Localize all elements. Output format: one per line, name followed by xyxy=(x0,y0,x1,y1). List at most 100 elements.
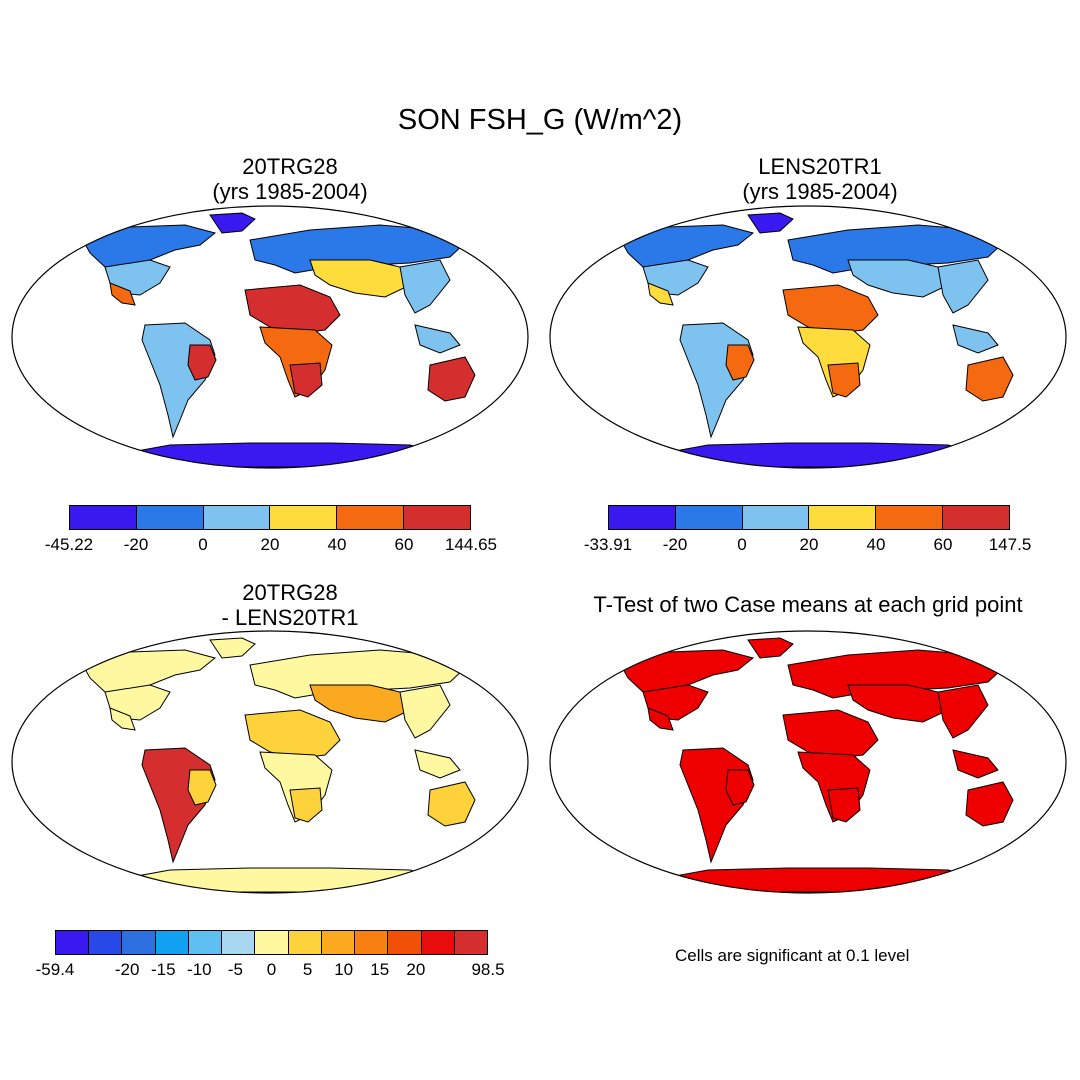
colorbar-label: 15 xyxy=(370,960,390,979)
colorbar-label: -5 xyxy=(227,960,243,979)
map-boundary xyxy=(549,630,1067,894)
colorbar-swatch xyxy=(321,931,356,954)
landmass-region xyxy=(244,709,341,759)
colorbar-swatch xyxy=(188,931,223,954)
colorbar-swatch xyxy=(742,506,810,529)
landmass-region xyxy=(679,747,754,864)
colorbar-label: 98.5 xyxy=(471,960,505,979)
landmass-region xyxy=(79,224,217,278)
colorbar-label: -33.91 xyxy=(583,535,633,554)
colorbar-label: 60 xyxy=(394,535,414,554)
panel-3-colorbar xyxy=(55,930,488,955)
landmass-region xyxy=(249,224,466,274)
colorbar-swatch xyxy=(809,506,877,529)
panel-2-colorbar xyxy=(608,505,1010,530)
landmass-region xyxy=(937,259,989,314)
landmass-region xyxy=(747,212,794,234)
landmass-region xyxy=(79,649,217,703)
landmass-region xyxy=(399,684,451,739)
colorbar-label: 0 xyxy=(266,960,277,979)
landmass-region xyxy=(309,259,411,298)
landmass-region xyxy=(427,356,476,402)
panel-2-map xyxy=(549,205,1067,469)
colorbar-swatch xyxy=(675,506,743,529)
landmass-region xyxy=(651,867,980,893)
colorbar-swatch xyxy=(56,931,90,954)
panel-4-title: T-Test of two Case means at each grid po… xyxy=(593,592,1023,617)
map-boundary xyxy=(549,205,1067,469)
colorbar-swatch xyxy=(943,506,1009,529)
landmass-region xyxy=(399,259,451,314)
landmass-region xyxy=(787,649,1004,699)
colorbar-label: 147.5 xyxy=(988,535,1032,554)
colorbar-swatch xyxy=(203,506,271,529)
panel-3-title-line1: 20TRG28 xyxy=(242,580,338,605)
panel-3-title-line2: - LENS20TR1 xyxy=(221,605,359,630)
panel-3-map xyxy=(11,630,529,894)
colorbar-label: 10 xyxy=(334,960,354,979)
landmass-region xyxy=(113,867,442,893)
colorbar-label: 20 xyxy=(406,960,426,979)
panel-3-title: 20TRG28 - LENS20TR1 xyxy=(40,580,540,630)
panel-1-map xyxy=(11,205,529,469)
colorbar-swatch xyxy=(609,506,676,529)
colorbar-swatch xyxy=(337,506,405,529)
colorbar-swatch xyxy=(122,931,156,954)
colorbar-label: 144.65 xyxy=(445,535,497,554)
landmass-region xyxy=(787,224,1004,274)
panel-2-title-line2: (yrs 1985-2004) xyxy=(742,179,898,204)
colorbar-swatch xyxy=(388,931,422,954)
panel-4-map xyxy=(549,630,1067,894)
landmass-region xyxy=(827,787,861,823)
panel-1-title-line2: (yrs 1985-2004) xyxy=(212,179,368,204)
colorbar-label: -10 xyxy=(187,960,212,979)
landmass-region xyxy=(427,781,476,827)
significance-note: Cells are significant at 0.1 level xyxy=(675,946,910,965)
landmass-region xyxy=(647,707,674,731)
colorbar-swatch xyxy=(136,506,204,529)
map-boundary xyxy=(11,205,529,469)
landmass-region xyxy=(249,649,466,699)
landmass-region xyxy=(141,322,216,439)
landmass-region xyxy=(725,769,755,806)
landmass-region xyxy=(647,282,674,306)
landmass-region xyxy=(679,322,754,439)
panel-1-title: 20TRG28 (yrs 1985-2004) xyxy=(40,154,540,204)
landmass-region xyxy=(141,747,216,864)
colorbar-label: 20 xyxy=(260,535,280,554)
colorbar-label: 0 xyxy=(737,535,747,554)
landmass-region xyxy=(617,649,755,703)
landmass-region xyxy=(847,684,949,723)
landmass-region xyxy=(109,707,136,731)
colorbar-swatch xyxy=(89,931,123,954)
landmass-region xyxy=(617,224,755,278)
colorbar-label: -45.22 xyxy=(44,535,94,554)
colorbar-swatch xyxy=(288,931,322,954)
landmass-region xyxy=(827,362,861,398)
colorbar-label: 40 xyxy=(327,535,347,554)
landmass-region xyxy=(937,684,989,739)
map-boundary xyxy=(11,630,529,894)
landmass-region xyxy=(965,356,1014,402)
landmass-region xyxy=(289,362,323,398)
landmass-region xyxy=(109,282,136,306)
landmass-region xyxy=(965,781,1014,827)
colorbar-swatch xyxy=(355,931,389,954)
colorbar-swatch xyxy=(270,506,338,529)
colorbar-label: 0 xyxy=(198,535,208,554)
colorbar-swatch xyxy=(222,931,256,954)
landmass-region xyxy=(414,749,461,779)
landmass-region xyxy=(847,259,949,298)
landmass-region xyxy=(725,344,755,381)
colorbar-swatch xyxy=(454,931,488,954)
landmass-region xyxy=(244,284,341,334)
colorbar-label: -20 xyxy=(123,535,149,554)
main-title: SON FSH_G (W/m^2) xyxy=(397,104,683,136)
landmass-region xyxy=(414,324,461,354)
colorbar-label: 60 xyxy=(933,535,953,554)
landmass-region xyxy=(209,212,256,234)
landmass-region xyxy=(782,709,879,759)
landmass-region xyxy=(651,442,980,468)
panel-1-colorbar xyxy=(69,505,471,530)
landmass-region xyxy=(309,684,411,723)
